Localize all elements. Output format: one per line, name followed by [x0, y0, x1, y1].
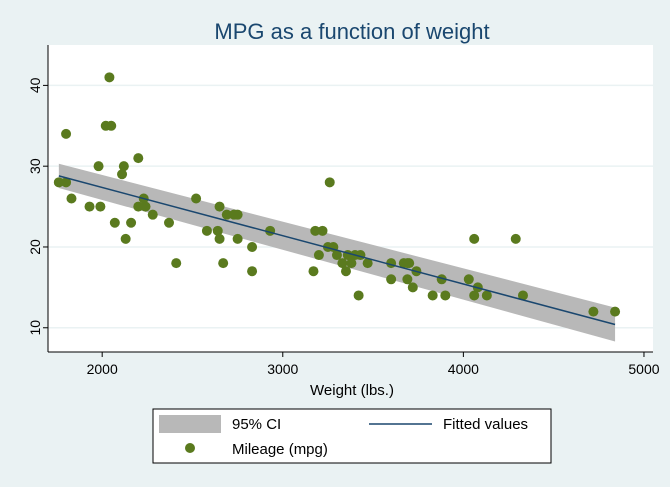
data-point [191, 193, 202, 204]
data-point [404, 258, 415, 269]
legend-point-swatch [185, 443, 195, 453]
data-point [353, 290, 364, 301]
data-point [221, 209, 232, 220]
data-point [481, 290, 492, 301]
legend-ci-swatch [159, 415, 221, 433]
data-point [164, 217, 174, 228]
data-point [324, 177, 335, 188]
data-point [171, 258, 182, 269]
data-point [95, 201, 106, 212]
data-point [247, 266, 258, 277]
data-point [232, 209, 243, 220]
data-point [313, 250, 324, 261]
data-point [61, 128, 72, 139]
data-point [214, 201, 225, 212]
legend-points-label: Mileage (mpg) [232, 441, 328, 458]
data-point [337, 258, 348, 269]
data-point [317, 225, 328, 236]
y-tick-label: 40 [27, 77, 43, 93]
data-point [133, 201, 144, 212]
fitted-line [58, 175, 616, 326]
data-point [201, 225, 212, 236]
data-point [120, 233, 131, 244]
data-point [407, 282, 418, 293]
y-tick-label: 20 [27, 239, 43, 255]
data-point [610, 306, 621, 317]
data-point [386, 274, 397, 285]
data-point [469, 233, 480, 244]
y-tick-label: 30 [27, 158, 43, 174]
data-point [463, 274, 474, 285]
data-point [362, 258, 373, 269]
data-point [84, 201, 95, 212]
data-point [117, 169, 128, 180]
chart-title: MPG as a function of weight [214, 19, 489, 44]
data-point [104, 72, 115, 83]
data-point [340, 266, 351, 277]
data-point [469, 290, 480, 301]
data-point [440, 290, 451, 301]
x-axis-label: Weight (lbs.) [310, 382, 394, 399]
data-point [61, 177, 72, 188]
data-point [308, 266, 319, 277]
x-tick-label: 5000 [628, 361, 659, 377]
data-point [510, 233, 521, 244]
data-point [588, 306, 599, 317]
fitted-line-group [58, 175, 616, 326]
data-point [118, 161, 129, 172]
legend: 95% CI Fitted values Mileage (mpg) [152, 408, 552, 464]
data-point [66, 193, 77, 204]
legend-fit-label: Fitted values [443, 416, 528, 433]
data-point [331, 250, 342, 261]
data-point [140, 201, 151, 212]
data-point [53, 177, 64, 188]
data-point [218, 258, 229, 269]
gridlines [48, 84, 653, 329]
data-point [402, 274, 413, 285]
data-point [517, 290, 528, 301]
x-tick-label: 4000 [448, 361, 479, 377]
data-point [109, 217, 120, 228]
x-tick-label: 3000 [267, 361, 298, 377]
data-point [133, 153, 144, 164]
data-point [106, 120, 117, 131]
data-point [346, 258, 357, 269]
data-point [427, 290, 438, 301]
data-point [247, 241, 258, 252]
data-point [214, 233, 225, 244]
data-point [232, 233, 243, 244]
legend-ci-label: 95% CI [232, 416, 281, 433]
data-point [126, 217, 137, 228]
data-point [93, 161, 104, 172]
data-point [212, 225, 223, 236]
data-point [310, 225, 321, 236]
data-point [147, 209, 158, 220]
y-tick-label: 10 [27, 320, 43, 336]
axis-ticks: 10 20 30 40 2000 3000 4000 5000 [27, 77, 660, 377]
x-tick-label: 2000 [87, 361, 118, 377]
